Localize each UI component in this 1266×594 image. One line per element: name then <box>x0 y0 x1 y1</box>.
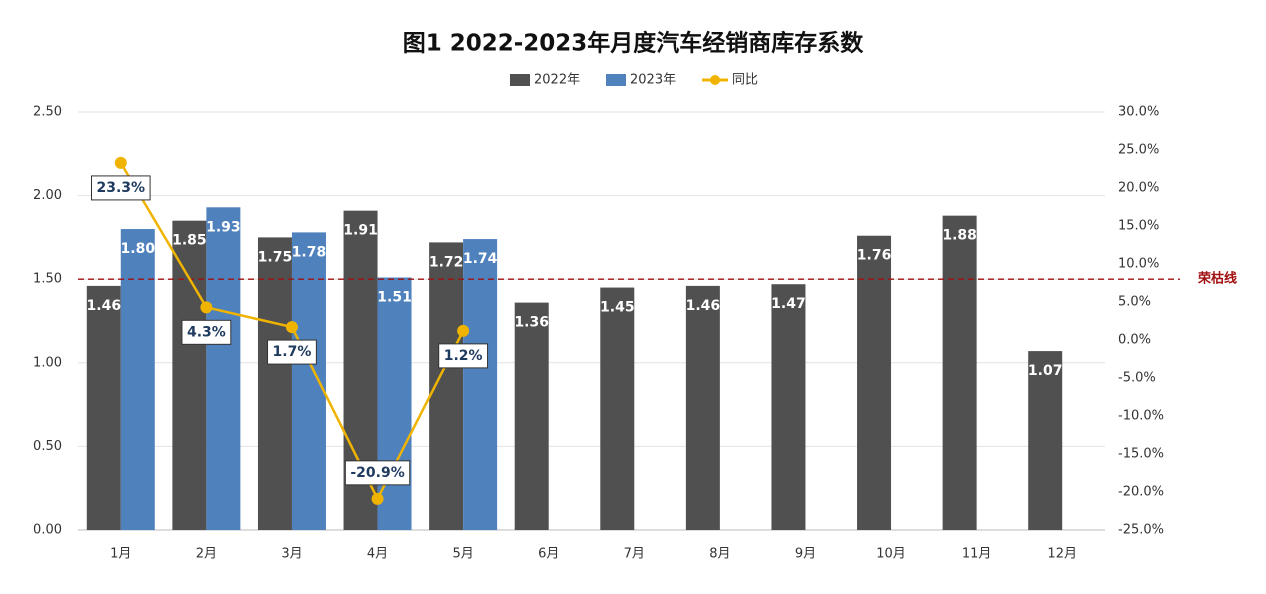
bar <box>463 239 498 530</box>
bar-label: 1.46 <box>87 298 122 314</box>
label-box <box>438 343 489 369</box>
line-label: 23.3% <box>97 180 146 196</box>
legend-label: 同比 <box>732 73 758 88</box>
y2-tick-label: 0.0% <box>1118 333 1151 348</box>
bar <box>1028 351 1063 530</box>
x-tick-label: 6月 <box>538 547 559 562</box>
reference-label: 荣枯线 <box>1197 271 1237 287</box>
label-box <box>91 175 151 201</box>
label-box <box>267 339 317 365</box>
x-tick-label: 9月 <box>795 547 816 562</box>
x-tick-label: 5月 <box>452 547 473 562</box>
x-tick-label: 8月 <box>709 547 730 562</box>
y-tick-label: 2.50 <box>33 105 62 120</box>
bar-label: 1.51 <box>377 290 412 306</box>
line-label: 1.7% <box>273 344 312 360</box>
legend-swatch <box>606 74 626 86</box>
bar <box>942 215 977 530</box>
bar-label: 1.45 <box>600 300 635 316</box>
bar <box>600 287 635 530</box>
bar-label: 1.07 <box>1028 363 1063 379</box>
y2-tick-label: -15.0% <box>1118 447 1164 462</box>
bar-label: 1.72 <box>429 254 464 270</box>
x-tick-label: 2月 <box>196 547 217 562</box>
x-tick-label: 11月 <box>962 547 992 562</box>
x-tick-label: 10月 <box>876 547 906 562</box>
y-tick-label: 0.00 <box>33 523 62 538</box>
bar-label: 1.78 <box>292 244 327 260</box>
chart-title: 图1 2022-2023年月度汽车经销商库存系数 <box>403 30 865 57</box>
y2-tick-label: -20.0% <box>1118 485 1164 500</box>
bar-label: 1.75 <box>258 249 293 265</box>
y2-tick-label: 30.0% <box>1118 105 1159 120</box>
legend-label: 2022年 <box>534 73 580 88</box>
label-box <box>181 319 232 345</box>
bar <box>172 220 207 530</box>
y2-tick-label: 20.0% <box>1118 181 1159 196</box>
line-label: 1.2% <box>444 348 483 364</box>
bar-label: 1.74 <box>463 251 498 267</box>
bar-label: 1.76 <box>857 248 892 264</box>
bar <box>257 237 292 530</box>
y2-tick-label: 5.0% <box>1118 295 1151 310</box>
y2-tick-label: 10.0% <box>1118 257 1159 272</box>
line-marker <box>200 301 213 314</box>
bar <box>377 277 412 530</box>
y2-tick-label: 15.0% <box>1118 219 1159 234</box>
legend-label: 2023年 <box>630 73 676 88</box>
y2-tick-label: -25.0% <box>1118 523 1164 538</box>
bar-label: 1.80 <box>121 241 156 257</box>
bar-label: 1.47 <box>771 296 806 312</box>
y-tick-label: 1.00 <box>33 355 62 370</box>
y2-tick-label: -10.0% <box>1118 409 1164 424</box>
bar <box>514 302 549 530</box>
x-tick-label: 3月 <box>281 547 302 562</box>
y-tick-label: 2.00 <box>33 188 62 203</box>
bar <box>685 285 720 530</box>
bar-label: 1.88 <box>942 228 977 244</box>
bar <box>291 232 326 530</box>
y2-tick-label: 25.0% <box>1118 143 1159 158</box>
legend-swatch <box>510 74 530 86</box>
bar <box>86 285 121 530</box>
line-label: -20.9% <box>350 465 404 481</box>
bar <box>857 235 892 530</box>
line-label: 4.3% <box>187 324 226 340</box>
y-tick-label: 0.50 <box>33 439 62 454</box>
x-tick-label: 12月 <box>1047 547 1077 562</box>
line-marker <box>285 321 298 334</box>
line-marker <box>371 492 384 505</box>
bar <box>206 207 241 530</box>
bar-label: 1.46 <box>686 298 721 314</box>
legend-marker <box>710 75 720 85</box>
x-tick-label: 4月 <box>367 547 388 562</box>
y-tick-label: 1.50 <box>33 272 62 287</box>
bar <box>120 229 155 531</box>
label-box <box>344 460 411 486</box>
y2-tick-label: -5.0% <box>1118 371 1156 386</box>
line-marker <box>457 324 470 337</box>
bar-label: 1.93 <box>206 219 241 235</box>
bar-label: 1.85 <box>172 233 207 249</box>
line-marker <box>114 156 127 169</box>
x-tick-label: 1月 <box>110 547 131 562</box>
bar-label: 1.36 <box>514 315 549 331</box>
bar-label: 1.91 <box>343 223 378 239</box>
x-tick-label: 7月 <box>624 547 645 562</box>
bar <box>771 284 806 530</box>
